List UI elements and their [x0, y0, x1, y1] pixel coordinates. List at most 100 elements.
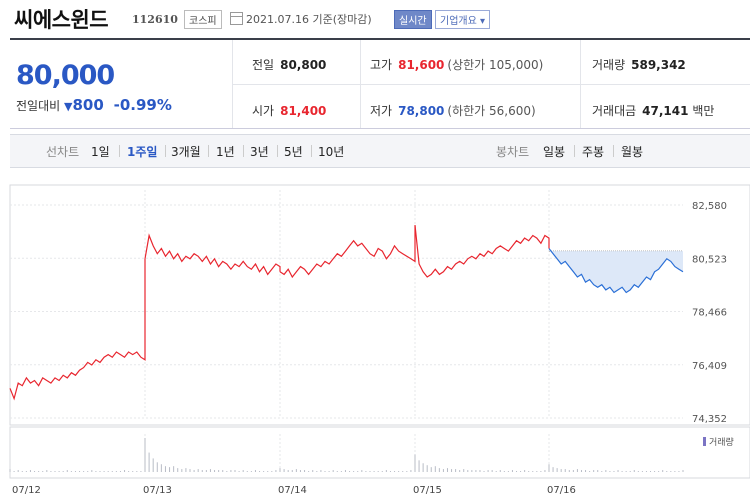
volume-bar	[418, 460, 420, 472]
volume-bar	[556, 468, 558, 472]
volume-bar	[475, 470, 477, 472]
volume-bar	[230, 470, 232, 472]
tab-1d[interactable]: 1일	[91, 145, 110, 159]
market-badge: 코스피	[184, 10, 222, 29]
y-tick-label: 80,523	[692, 254, 727, 265]
volume: 거래량 589,342	[592, 58, 686, 72]
volume-bar	[132, 471, 134, 472]
volume-bar	[394, 471, 396, 472]
volume-bar	[645, 471, 647, 472]
stock-header: 씨에스윈드 112610 코스피 2021.07.16 기준(장마감) 실시간 …	[0, 0, 750, 38]
y-tick-label: 74,352	[692, 414, 727, 425]
volume-bar	[164, 466, 166, 472]
tab-1y[interactable]: 1년	[216, 145, 235, 159]
volume-bar	[291, 470, 293, 472]
volume-bar	[222, 470, 224, 472]
below-reference-area	[549, 248, 683, 293]
tab-3y[interactable]: 3년	[250, 145, 269, 159]
volume-bar	[103, 471, 105, 472]
volume-bar	[438, 468, 440, 472]
volume-bar	[189, 469, 191, 472]
volume-bar	[160, 464, 162, 472]
tab-1w[interactable]: 1주일	[127, 145, 158, 159]
volume-bar	[548, 464, 550, 472]
volume-bar	[136, 471, 138, 472]
volume-bar	[74, 471, 76, 472]
corp-info-dropdown[interactable]: 기업개요 ▾	[435, 10, 490, 29]
volume-bar	[536, 471, 538, 472]
volume-bar	[365, 471, 367, 472]
volume-bar	[316, 471, 318, 472]
tab-10y[interactable]: 10년	[318, 145, 345, 159]
volume-bar	[308, 471, 310, 472]
stock-name: 씨에스윈드	[14, 8, 109, 32]
volume-bar	[605, 470, 607, 472]
tab-3m[interactable]: 3개월	[171, 145, 201, 159]
tab-monthly[interactable]: 월봉	[621, 145, 644, 159]
base-date: 2021.07.16 기준(장마감)	[246, 13, 372, 26]
volume-bar	[511, 470, 513, 472]
down-triangle-icon: ▼	[64, 100, 73, 113]
volume-bar	[267, 471, 269, 472]
header-divider	[10, 38, 750, 40]
volume-bar	[516, 471, 518, 472]
volume-bar	[332, 470, 334, 472]
volume-bar	[524, 470, 526, 472]
volume-bar	[177, 468, 179, 472]
volume-bar	[336, 471, 338, 472]
volume-bar	[312, 470, 314, 472]
volume-legend-label: 거래량	[709, 436, 734, 448]
volume-bar	[385, 470, 387, 472]
volume-bar	[377, 471, 379, 472]
open-price: 시가 81,400	[252, 104, 327, 118]
volume-bar	[528, 471, 530, 472]
y-tick-label: 78,466	[692, 308, 727, 319]
volume-bar	[271, 471, 273, 472]
volume-bar	[304, 470, 306, 472]
volume-bar	[650, 471, 652, 472]
volume-bar	[54, 471, 56, 472]
volume-bar	[654, 471, 656, 472]
volume-bar	[601, 471, 603, 472]
volume-bar	[254, 470, 256, 472]
volume-bar	[66, 470, 68, 472]
y-tick-label: 76,409	[692, 361, 727, 372]
volume-bar	[373, 471, 375, 472]
volume-bar	[381, 471, 383, 472]
volume-bar	[597, 470, 599, 472]
tab-weekly[interactable]: 주봉	[582, 145, 605, 159]
stock-code: 112610	[132, 13, 178, 26]
volume-bar	[111, 471, 113, 472]
divider	[232, 84, 750, 85]
volume-bar	[87, 471, 89, 472]
volume-bar	[682, 470, 684, 472]
volume-bar	[99, 471, 101, 472]
volume-bar	[25, 471, 27, 472]
volume-bar	[34, 471, 36, 472]
volume-bar	[173, 466, 175, 472]
volume-bar	[593, 470, 595, 472]
volume-bar	[83, 471, 85, 472]
volume-bar	[589, 471, 591, 472]
volume-bar	[156, 462, 158, 472]
volume-bar	[17, 470, 19, 472]
series-line-07/12	[9, 258, 146, 401]
volume-bar	[499, 470, 501, 472]
prev-close: 전일 80,800	[252, 58, 327, 72]
realtime-button[interactable]: 실시간	[394, 10, 432, 29]
volume-bar	[95, 471, 97, 472]
tab-daily[interactable]: 일봉	[543, 145, 566, 159]
volume-bar	[678, 471, 680, 472]
volume-bar	[479, 470, 481, 472]
volume-bar	[38, 471, 40, 472]
volume-bar	[459, 470, 461, 472]
tab-5y[interactable]: 5년	[284, 145, 303, 159]
volume-bar	[287, 470, 289, 472]
volume-bar	[491, 470, 493, 472]
volume-bar	[218, 470, 220, 472]
volume-bar	[406, 471, 408, 472]
series-line-07/14	[279, 225, 416, 279]
volume-bar	[398, 471, 400, 472]
volume-bar	[633, 470, 635, 472]
